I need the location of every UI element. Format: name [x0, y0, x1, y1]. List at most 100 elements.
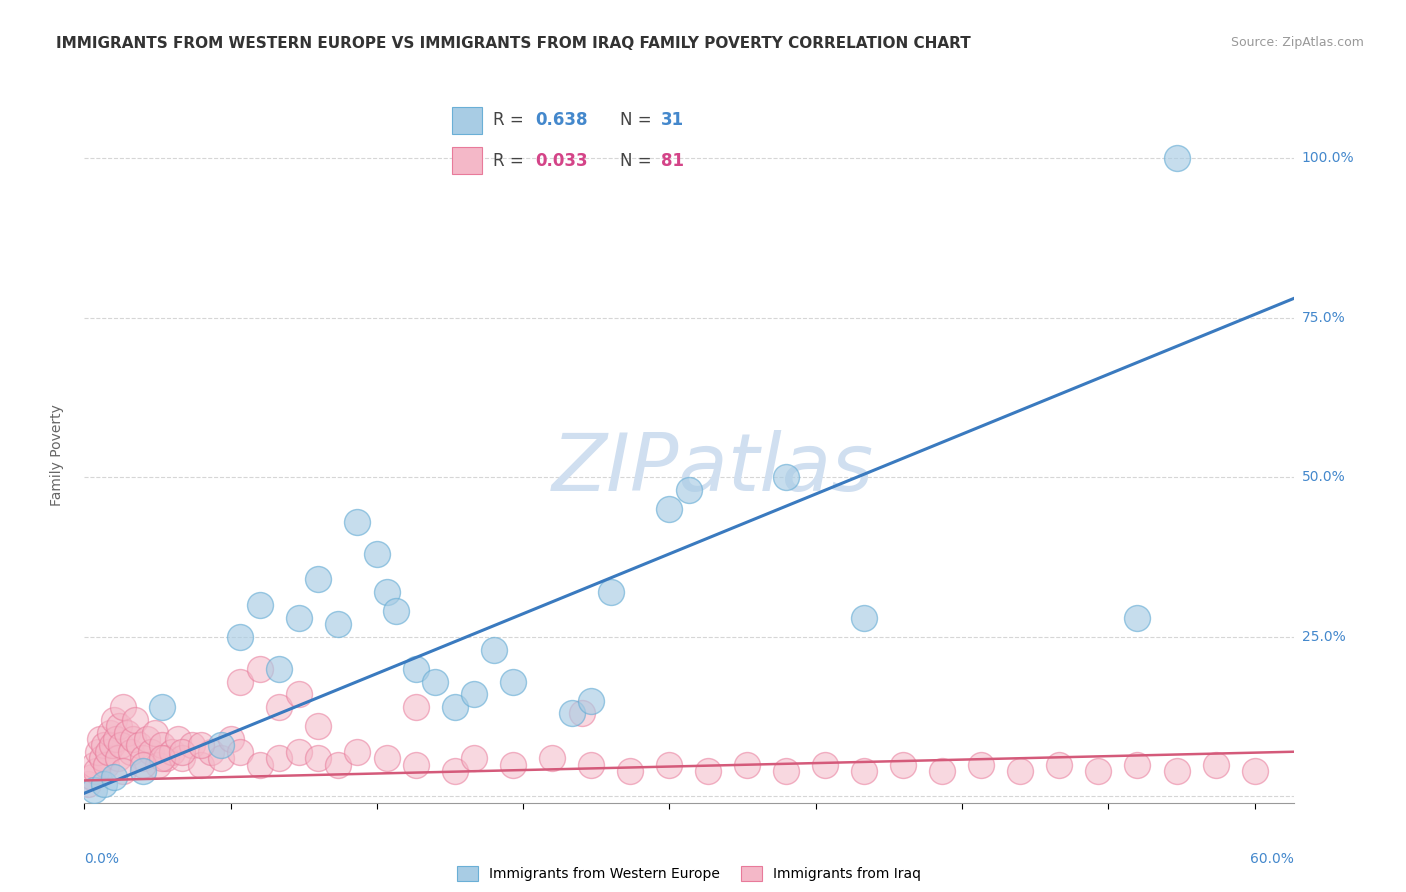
Point — [77, 777, 100, 791]
Point — [135, 731, 157, 746]
FancyBboxPatch shape — [451, 147, 482, 175]
Point — [1010, 764, 1032, 778]
Point — [249, 598, 271, 612]
Point — [375, 751, 398, 765]
Point — [1049, 757, 1071, 772]
Point — [581, 694, 603, 708]
Point — [269, 700, 291, 714]
Point — [307, 573, 329, 587]
Point — [502, 674, 524, 689]
Point — [190, 757, 212, 772]
Point — [775, 764, 797, 778]
Point — [117, 725, 139, 739]
Point — [853, 610, 876, 624]
Point — [288, 687, 311, 701]
Point — [132, 764, 155, 778]
Point — [405, 662, 427, 676]
Point — [814, 757, 837, 772]
Point — [561, 706, 583, 721]
Point — [444, 764, 467, 778]
Text: 0.033: 0.033 — [536, 152, 588, 169]
Point — [89, 731, 111, 746]
Point — [249, 757, 271, 772]
Point — [463, 751, 485, 765]
Point — [581, 757, 603, 772]
Point — [170, 751, 193, 765]
Text: 0.638: 0.638 — [536, 112, 588, 129]
Point — [167, 731, 190, 746]
Point — [288, 745, 311, 759]
Point — [444, 700, 467, 714]
Point — [98, 725, 121, 739]
Point — [541, 751, 564, 765]
Point — [249, 662, 271, 676]
Point — [103, 713, 125, 727]
Point — [160, 745, 183, 759]
Point — [463, 687, 485, 701]
Point — [326, 757, 349, 772]
Point — [502, 757, 524, 772]
Point — [108, 719, 131, 733]
Point — [269, 662, 291, 676]
Point — [219, 731, 242, 746]
Y-axis label: Family Poverty: Family Poverty — [49, 404, 63, 506]
Point — [110, 739, 132, 753]
Point — [97, 745, 120, 759]
Point — [170, 745, 193, 759]
Point — [94, 757, 117, 772]
Point — [385, 604, 408, 618]
Point — [326, 617, 349, 632]
Text: 60.0%: 60.0% — [1250, 852, 1294, 865]
Point — [209, 751, 232, 765]
Point — [82, 770, 104, 784]
Point — [678, 483, 700, 497]
Point — [600, 585, 623, 599]
Point — [112, 764, 135, 778]
Point — [150, 700, 173, 714]
Text: IMMIGRANTS FROM WESTERN EUROPE VS IMMIGRANTS FROM IRAQ FAMILY POVERTY CORRELATIO: IMMIGRANTS FROM WESTERN EUROPE VS IMMIGR… — [56, 36, 972, 51]
Point — [128, 739, 150, 753]
Point — [200, 745, 222, 759]
Point — [307, 719, 329, 733]
Point — [775, 470, 797, 484]
Point — [307, 751, 329, 765]
Legend: Immigrants from Western Europe, Immigrants from Iraq: Immigrants from Western Europe, Immigran… — [451, 860, 927, 887]
Point — [1126, 610, 1149, 624]
Point — [366, 547, 388, 561]
Point — [229, 745, 252, 759]
Point — [288, 610, 311, 624]
Point — [1205, 757, 1227, 772]
Text: N =: N = — [620, 112, 657, 129]
Point — [83, 783, 105, 797]
Point — [190, 739, 212, 753]
Point — [150, 751, 173, 765]
Point — [269, 751, 291, 765]
Point — [132, 757, 155, 772]
Point — [619, 764, 641, 778]
Point — [148, 757, 170, 772]
Point — [346, 745, 368, 759]
Point — [112, 700, 135, 714]
Text: 50.0%: 50.0% — [1302, 470, 1346, 484]
Text: N =: N = — [620, 152, 657, 169]
Point — [405, 757, 427, 772]
Point — [1166, 764, 1188, 778]
Text: 75.0%: 75.0% — [1302, 310, 1346, 325]
Point — [893, 757, 915, 772]
Point — [853, 764, 876, 778]
Point — [124, 713, 146, 727]
Point — [405, 700, 427, 714]
Point — [143, 725, 166, 739]
Point — [1126, 757, 1149, 772]
Text: 0.0%: 0.0% — [84, 852, 120, 865]
Point — [93, 739, 115, 753]
FancyBboxPatch shape — [451, 107, 482, 134]
Point — [132, 751, 155, 765]
Point — [229, 630, 252, 644]
Text: R =: R = — [492, 152, 529, 169]
Point — [107, 751, 129, 765]
Point — [375, 585, 398, 599]
Point — [658, 757, 681, 772]
Text: Source: ZipAtlas.com: Source: ZipAtlas.com — [1230, 36, 1364, 49]
Point — [180, 739, 202, 753]
